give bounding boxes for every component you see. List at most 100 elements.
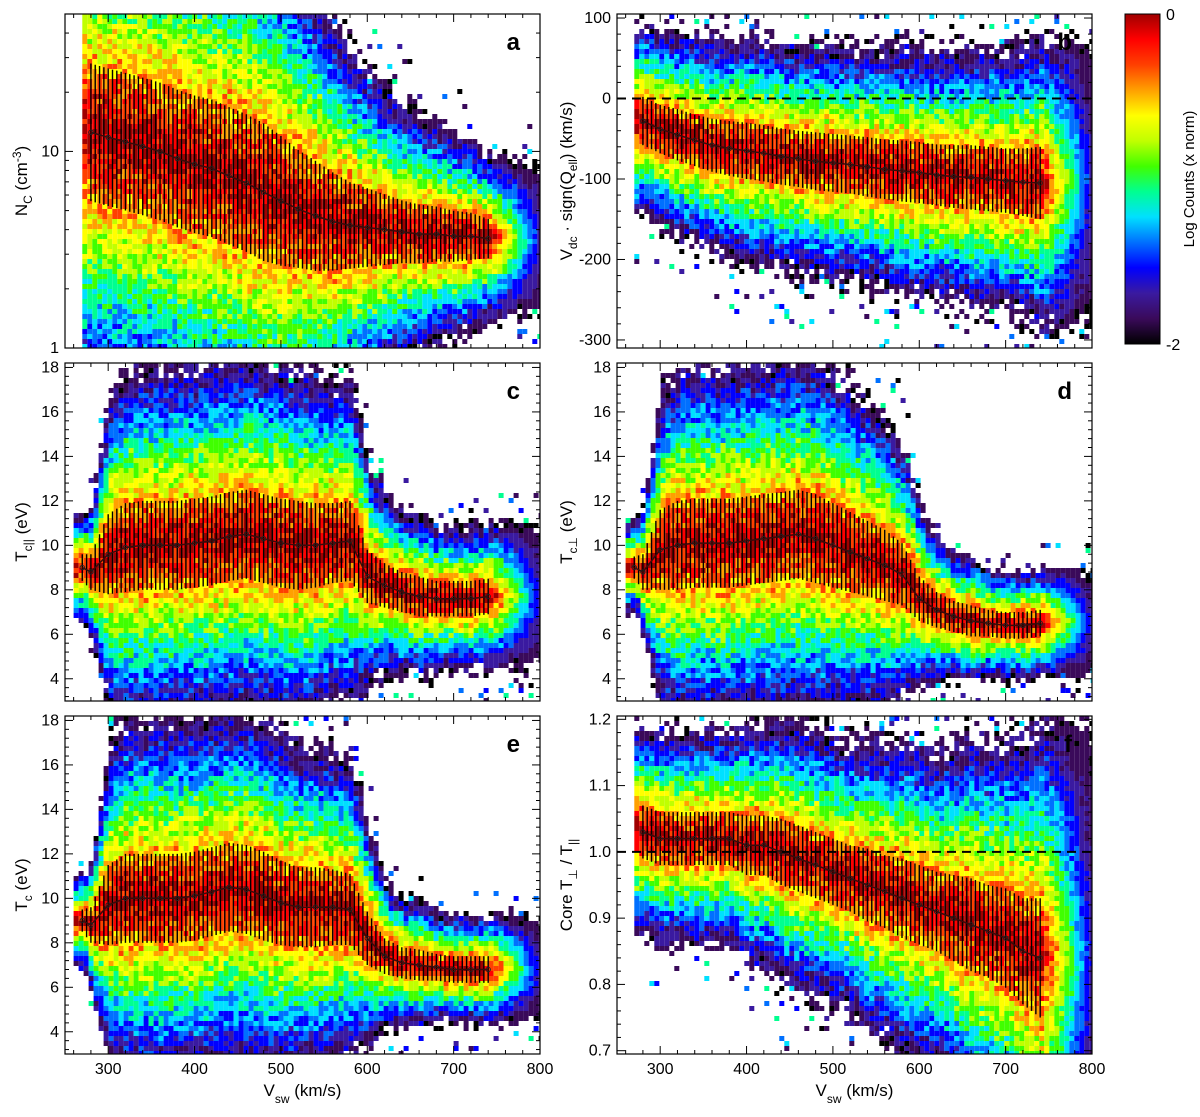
heatmap-cell xyxy=(357,114,363,119)
heatmap-cell xyxy=(477,264,483,269)
heatmap-cell xyxy=(482,299,488,304)
heatmap-cell xyxy=(427,259,433,264)
heatmap-cell xyxy=(137,199,143,204)
heatmap-cell xyxy=(407,104,413,109)
heatmap-cell xyxy=(187,239,193,244)
heatmap-cell xyxy=(137,264,143,269)
heatmap-cell xyxy=(197,34,203,39)
heatmap-cell xyxy=(232,109,238,114)
heatmap-cell xyxy=(237,219,243,224)
heatmap-cell xyxy=(102,99,108,104)
heatmap-cell xyxy=(342,259,348,264)
heatmap-cell xyxy=(242,159,248,164)
heatmap-cell xyxy=(257,14,263,19)
heatmap-cell xyxy=(327,174,333,179)
heatmap-cell xyxy=(232,34,238,39)
heatmap-cell xyxy=(282,269,288,274)
heatmap-cell xyxy=(137,239,143,244)
heatmap-cell xyxy=(437,174,443,179)
heatmap-cell xyxy=(252,14,258,19)
heatmap-cell xyxy=(132,129,138,134)
heatmap-cell xyxy=(322,134,328,139)
heatmap-cell xyxy=(312,299,318,304)
heatmap-cell xyxy=(137,329,143,334)
heatmap-cell xyxy=(367,174,373,179)
heatmap-cell xyxy=(287,129,293,134)
heatmap-cell xyxy=(152,154,158,159)
heatmap-cell xyxy=(227,304,233,309)
heatmap-cell xyxy=(162,79,168,84)
heatmap-cell xyxy=(362,299,368,304)
heatmap-cell xyxy=(152,324,158,329)
heatmap-cell xyxy=(492,304,498,309)
heatmap-cell xyxy=(122,39,128,44)
heatmap-cell xyxy=(337,244,343,249)
heatmap-cell xyxy=(387,159,393,164)
heatmap-cell xyxy=(262,79,268,84)
heatmap-cell xyxy=(287,314,293,319)
heatmap-cell xyxy=(352,144,358,149)
heatmap-cell xyxy=(247,269,253,274)
heatmap-cell xyxy=(162,269,168,274)
heatmap-cell xyxy=(167,304,173,309)
heatmap-cell xyxy=(152,44,158,49)
heatmap-cell xyxy=(427,139,433,144)
heatmap-cell xyxy=(417,204,423,209)
heatmap-cell xyxy=(192,329,198,334)
heatmap-cell xyxy=(142,204,148,209)
heatmap-cell xyxy=(117,219,123,224)
heatmap-cell xyxy=(107,294,113,299)
heatmap-cell xyxy=(322,104,328,109)
heatmap-cell xyxy=(227,74,233,79)
heatmap-cell xyxy=(452,194,458,199)
heatmap-cell xyxy=(257,69,263,74)
heatmap-cell xyxy=(147,244,153,249)
heatmap-cell xyxy=(247,139,253,144)
heatmap-cell xyxy=(352,269,358,274)
heatmap-cell xyxy=(372,214,378,219)
heatmap-cell xyxy=(427,134,433,139)
heatmap-cell xyxy=(262,259,268,264)
heatmap-cell xyxy=(112,324,118,329)
heatmap-cell xyxy=(397,104,403,109)
heatmap-cell xyxy=(317,149,323,154)
heatmap-cell xyxy=(402,249,408,254)
heatmap-cell xyxy=(112,334,118,339)
heatmap-cell xyxy=(377,324,383,329)
heatmap-cell xyxy=(367,254,373,259)
heatmap-cell xyxy=(107,194,113,199)
heatmap-cell xyxy=(147,269,153,274)
heatmap-cell xyxy=(197,299,203,304)
heatmap-cell xyxy=(397,274,403,279)
heatmap-cell xyxy=(452,254,458,259)
heatmap-cell xyxy=(277,344,283,348)
heatmap-cell xyxy=(117,289,123,294)
heatmap-cell xyxy=(387,139,393,144)
heatmap-cell xyxy=(272,179,278,184)
heatmap-cell xyxy=(217,49,223,54)
heatmap-cell xyxy=(147,204,153,209)
heatmap-cell xyxy=(337,69,343,74)
heatmap-cell xyxy=(387,129,393,134)
heatmap-cell xyxy=(402,209,408,214)
heatmap-cell xyxy=(272,254,278,259)
heatmap-cell xyxy=(447,164,453,169)
heatmap-cell xyxy=(107,289,113,294)
heatmap-cell xyxy=(187,34,193,39)
heatmap-cell xyxy=(322,209,328,214)
heatmap-cell xyxy=(332,344,338,348)
heatmap-cell xyxy=(392,329,398,334)
heatmap-cell xyxy=(132,149,138,154)
heatmap-cell xyxy=(222,339,228,344)
heatmap-cell xyxy=(357,179,363,184)
heatmap-cell xyxy=(327,149,333,154)
heatmap-cell xyxy=(117,244,123,249)
heatmap-cell xyxy=(202,279,208,284)
heatmap-cell xyxy=(82,314,88,319)
heatmap-cell xyxy=(112,114,118,119)
heatmap-cell xyxy=(262,174,268,179)
heatmap-cell xyxy=(127,29,133,34)
heatmap-cell xyxy=(372,149,378,154)
heatmap-cell xyxy=(307,149,313,154)
heatmap-cell xyxy=(212,274,218,279)
